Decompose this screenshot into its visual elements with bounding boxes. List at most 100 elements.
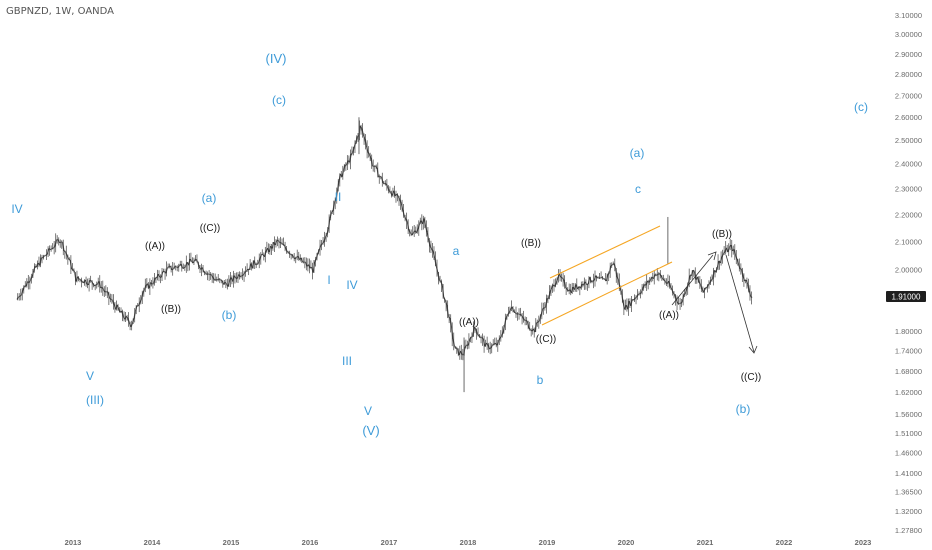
candle-body [695,276,698,280]
candle-body [495,342,498,346]
candle-body [74,272,77,282]
candle-body [727,247,730,253]
candle-body [256,262,259,265]
candle-body [701,288,705,293]
projection-arrows [671,251,758,354]
candle-body [350,152,353,155]
candle-body [329,212,332,219]
candle-body [650,276,653,281]
candle-body [726,247,729,253]
y-tick-label: 2.50000 [895,136,922,145]
candle-body [238,274,241,278]
candle-body [508,308,512,313]
candle-body [607,272,610,275]
candle-body [719,256,723,264]
wave-label-a-2018: a [453,244,460,258]
candle-body [63,250,66,253]
candle-body [124,315,127,320]
candle-body [581,283,584,286]
candle-body [574,284,577,290]
wave-label-v-2017: V [364,404,372,418]
candle-body [575,284,578,290]
candle-body [481,337,484,340]
candle-body [697,276,700,283]
time-axis[interactable]: 2013 2014 2015 2016 2017 2018 2019 2020 2021 2022… [65,538,872,547]
arrow-up-line [671,254,714,306]
candle-body [75,276,79,282]
candle-body [530,329,533,332]
candle-body [116,304,120,310]
candle-body [587,277,591,285]
candle-body [549,287,553,292]
candle-body [432,251,436,259]
candle-body [467,339,471,346]
wave-label-iv-left: IV [11,202,22,216]
candle-body [748,290,752,297]
candle-body [615,268,618,278]
candle-body [332,202,335,211]
candle-body [95,283,98,286]
candle-body [214,279,217,281]
candle-body [156,273,159,279]
channel-lower-line [541,261,673,326]
candle-body [528,327,531,331]
last-price-badge: 1.91000 [886,291,926,302]
candle-body [569,289,572,294]
candle-body [563,279,566,287]
candle-body [326,229,329,235]
candle-body [84,279,88,285]
candle-body [236,274,240,279]
wave-label-iii-left: (III) [86,393,104,407]
candle-body [368,154,372,159]
candle-body [253,260,256,265]
candle-body [627,301,630,310]
wave-label-C-2014: ((C)) [200,223,221,234]
candle-body [710,278,713,281]
candle-body [571,286,574,294]
candle-body [656,273,659,276]
wave-label-v-primary: (V) [362,423,379,438]
candle-body [212,277,215,281]
candle-body [235,277,238,280]
candle-body [244,270,247,273]
candle-body [492,343,495,346]
candle-body [458,350,461,356]
candle-body [431,248,434,252]
candle-body [668,280,671,287]
candle-body [591,280,593,283]
candle-body [605,274,609,282]
candle-body [33,266,36,272]
candle-body [562,277,565,281]
candle-body [589,277,592,283]
candle-body [135,305,138,312]
candle-body [282,243,285,246]
candle-body [265,247,269,252]
candle-body [441,285,445,298]
candle-body [715,267,718,273]
candle-body [341,170,345,177]
candle-body [674,294,677,300]
candle-body [625,305,629,310]
wave-label-c-top: (c) [272,93,286,107]
candle-body [449,317,452,327]
candle-body [315,253,319,259]
candle-body [609,265,612,273]
candle-body [703,287,706,293]
candle-body [28,279,32,283]
candle-body [636,293,639,298]
candle-body [531,328,534,332]
candle-body [393,190,396,197]
candle-body [694,271,697,280]
candle-body [378,175,381,178]
candle-body [94,284,97,287]
candle-body [635,296,638,299]
price-axis[interactable]: 3.10000 3.00000 2.90000 2.80000 2.70000 2.600… [895,11,922,535]
candle-body [65,251,68,256]
candle-body [167,266,170,269]
candle-body [671,288,674,294]
x-tick-label: 2015 [223,538,240,547]
y-tick-label: 2.90000 [895,50,922,59]
candle-body [750,296,753,299]
y-tick-label: 1.62000 [895,388,922,397]
